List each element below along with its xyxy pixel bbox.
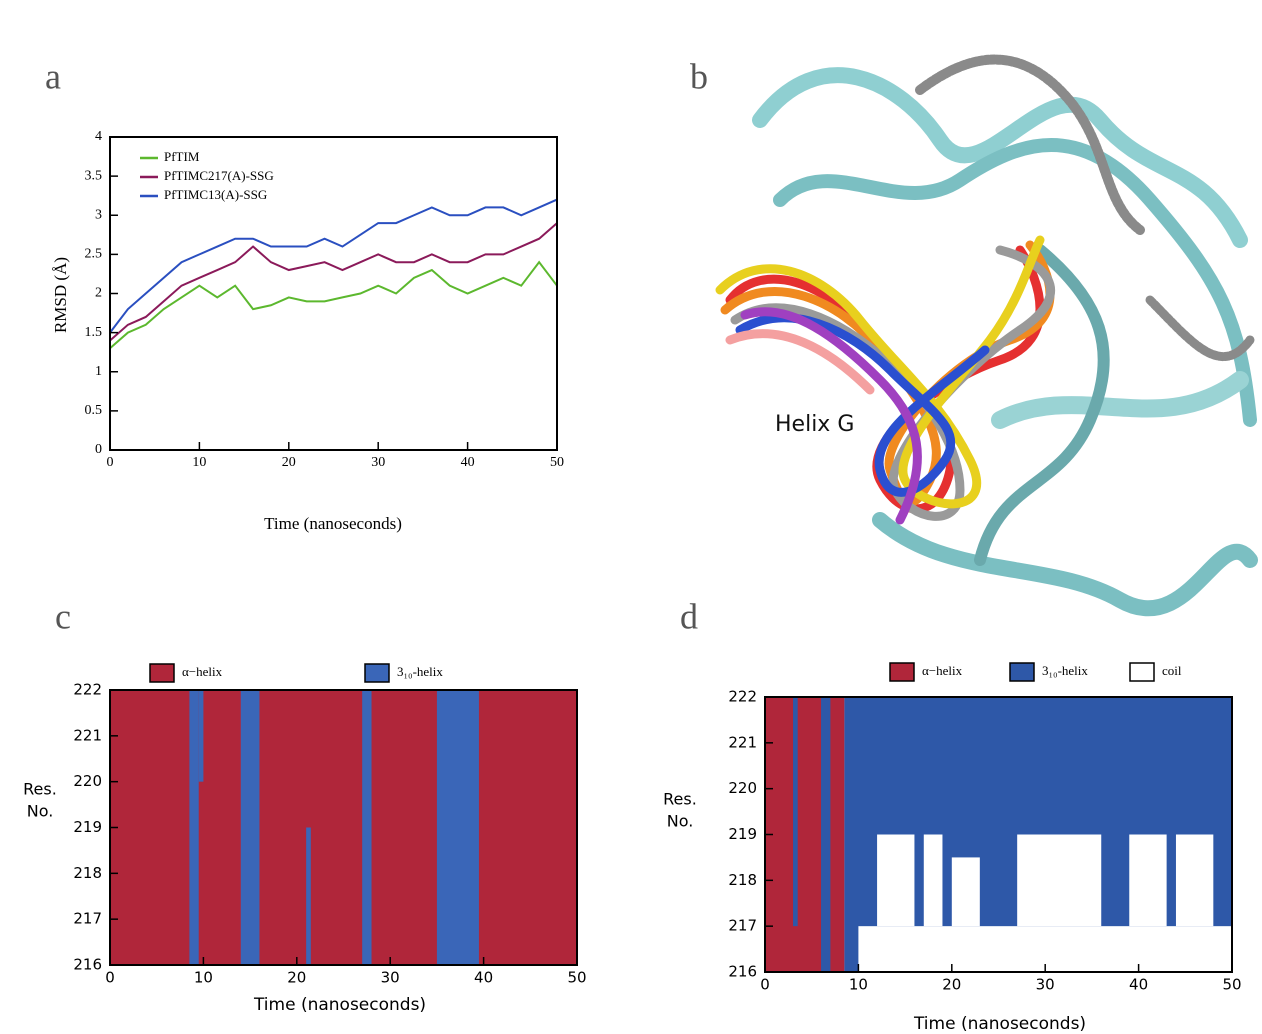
panel-label: a	[45, 56, 61, 96]
state-interval	[1017, 834, 1102, 927]
x-tick-label: 30	[371, 455, 385, 470]
state-interval	[821, 697, 831, 972]
y-tick-label: 0	[95, 442, 102, 457]
x-tick-label: 20	[942, 976, 961, 994]
state-interval	[306, 827, 311, 965]
y-tick-label: 4	[95, 129, 102, 144]
x-tick-label: 20	[287, 969, 306, 987]
state-interval	[923, 834, 943, 927]
y-axis-label: Res.	[23, 780, 57, 799]
state-interval	[198, 690, 204, 782]
x-tick-label: 0	[107, 455, 114, 470]
legend-swatch	[364, 663, 390, 683]
state-interval	[1175, 834, 1214, 927]
state-interval	[240, 690, 260, 965]
y-tick-label: 2.5	[85, 247, 103, 262]
state-interval	[765, 697, 845, 972]
series-line	[109, 260, 558, 350]
legend-swatch	[889, 662, 915, 682]
y-tick-label: 2	[95, 286, 102, 301]
y-tick-label: 222	[73, 681, 102, 699]
x-tick-label: 40	[1129, 976, 1148, 994]
legend-label: coil	[1162, 663, 1182, 678]
x-tick-label: 0	[760, 976, 770, 994]
panel-label: d	[680, 596, 698, 636]
legend-swatch	[1129, 662, 1155, 682]
x-axis-label: Time (nanoseconds)	[253, 995, 426, 1015]
y-tick-label: 3	[95, 207, 102, 222]
x-tick-label: 30	[381, 969, 400, 987]
y-tick-label: 217	[73, 910, 102, 928]
state-interval	[110, 690, 577, 965]
y-tick-label: 222	[728, 688, 757, 706]
panel-label: b	[690, 56, 708, 96]
y-tick-label: 1	[95, 364, 102, 379]
panel: c α−helix 3₁₀-helix Res. No. 0 10 20 30 40 50 216 21…	[23, 596, 586, 1015]
x-tick-label: 0	[105, 969, 115, 987]
y-tick-label: 217	[728, 917, 757, 935]
x-tick-label: 50	[1222, 976, 1241, 994]
protein-ribbons	[752, 54, 1258, 617]
y-tick-label: 220	[728, 779, 757, 797]
y-tick-label: 1.5	[85, 325, 103, 340]
y-tick-label: 218	[728, 871, 757, 889]
legend-label: PfTIM	[164, 149, 200, 164]
y-axis-label: Res.	[663, 790, 697, 809]
x-tick-label: 40	[474, 969, 493, 987]
series-line	[109, 198, 558, 334]
y-tick-label: 3.5	[85, 168, 103, 183]
x-tick-label: 30	[1036, 976, 1055, 994]
y-tick-label: 221	[73, 726, 102, 744]
state-interval	[951, 857, 980, 927]
series-line	[109, 222, 558, 342]
state-interval	[189, 690, 199, 965]
y-axis-label: RMSD (Å)	[51, 257, 70, 333]
legend-swatch	[149, 663, 175, 683]
x-tick-label: 40	[461, 455, 475, 470]
x-tick-label: 50	[550, 455, 564, 470]
x-tick-label: 10	[192, 455, 206, 470]
plot-frame	[109, 136, 558, 451]
y-tick-label: 216	[728, 963, 757, 981]
y-axis-label: No.	[667, 812, 694, 831]
state-interval	[436, 690, 479, 965]
y-tick-label: 221	[728, 733, 757, 751]
legend-label: α−helix	[182, 664, 223, 679]
x-tick-label: 10	[849, 976, 868, 994]
panel-label: c	[55, 596, 71, 636]
y-tick-label: 219	[728, 825, 757, 843]
x-axis-label: Time (nanoseconds)	[264, 514, 402, 533]
y-tick-label: 219	[73, 818, 102, 836]
x-tick-label: 10	[194, 969, 213, 987]
state-interval	[877, 834, 915, 927]
legend-label: 3₁₀-helix	[1042, 663, 1088, 678]
panel: d α−helix 3₁₀-helix coil Res. No. 0 10 20 30 40 50 2…	[663, 596, 1241, 1034]
state-interval	[1129, 834, 1167, 927]
legend-label: PfTIMC217(A)-SSG	[164, 168, 274, 183]
legend-label: PfTIMC13(A)-SSG	[164, 187, 267, 202]
y-tick-label: 220	[73, 772, 102, 790]
y-tick-label: 216	[73, 956, 102, 974]
legend-label: 3₁₀-helix	[397, 664, 443, 679]
y-tick-label: 0.5	[85, 403, 103, 418]
state-interval	[362, 690, 372, 965]
y-tick-label: 218	[73, 864, 102, 882]
y-axis-label: No.	[27, 802, 54, 821]
x-axis-label: Time (nanoseconds)	[913, 1014, 1086, 1034]
x-tick-label: 50	[567, 969, 586, 987]
helix-loops	[715, 235, 1056, 525]
x-tick-label: 20	[282, 455, 296, 470]
panel-b: b Helix G	[690, 10, 1262, 617]
legend-label: α−helix	[922, 663, 963, 678]
helix-label: Helix G	[775, 412, 854, 437]
state-interval	[793, 697, 798, 927]
legend-swatch	[1009, 662, 1035, 682]
